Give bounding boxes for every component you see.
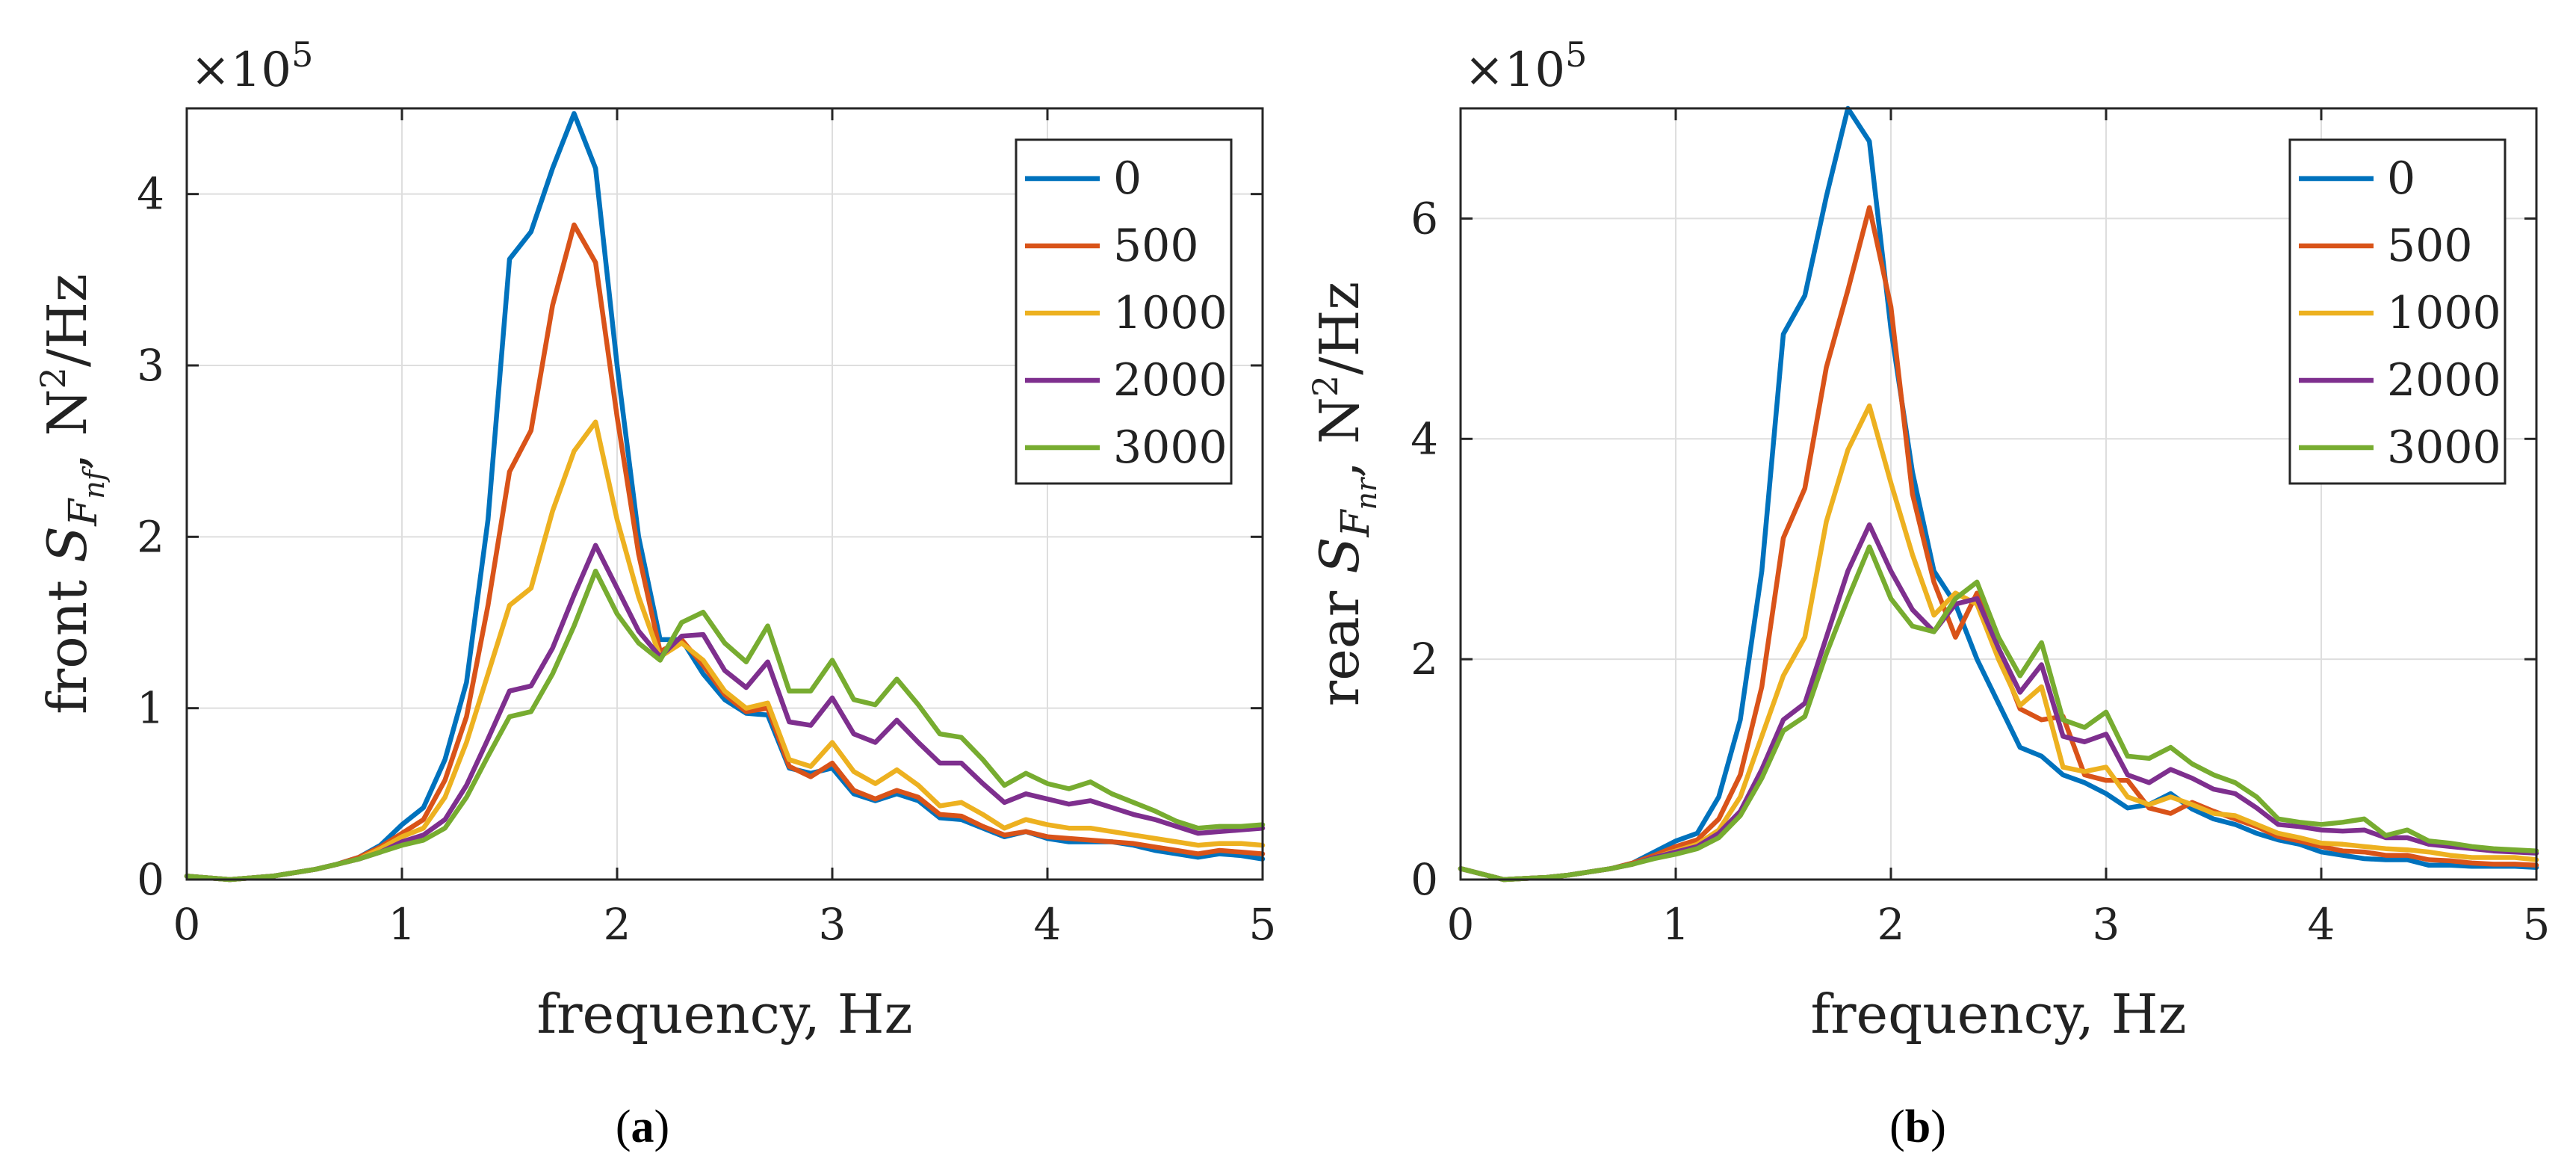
y-label-suffix: , N (1308, 397, 1371, 478)
caption-open: ( (616, 1102, 631, 1152)
caption-letter: b (1905, 1102, 1931, 1152)
y-label-unit: /Hz (36, 274, 99, 367)
panel-caption: (b) (1889, 1102, 1946, 1152)
x-tick-label: 4 (2308, 899, 2335, 950)
legend-label-0: 0 (2387, 152, 2415, 205)
x-tick-label: 0 (1447, 899, 1475, 950)
y-tick-label: 2 (137, 511, 164, 562)
x-tick-label: 2 (604, 899, 631, 950)
y-tick-label: 2 (1411, 634, 1438, 685)
x-axis-label: frequency, Hz (1810, 983, 2186, 1045)
x-tick-label: 3 (819, 899, 846, 950)
plot-area-frame (185, 107, 1264, 881)
y-tick-label: 4 (1411, 413, 1438, 464)
y-label-subsubscript: nf (78, 466, 111, 498)
y-tick-label: 6 (1411, 193, 1438, 244)
legend-label-1000: 1000 (1113, 287, 1227, 339)
exponent-power: 5 (1565, 34, 1587, 75)
exponent-label: ×105 (191, 34, 313, 98)
y-label-symbol: S (36, 526, 99, 563)
legend-label-2000: 2000 (2387, 354, 2501, 407)
panel-caption: (a) (616, 1102, 669, 1152)
y-label-symbol: S (1308, 537, 1371, 574)
caption-close: ) (654, 1102, 670, 1152)
y-tick-label: 3 (137, 340, 164, 391)
y-tick-label: 1 (137, 683, 164, 734)
plot-area-frame (1459, 107, 2538, 881)
y-tick-label: 0 (1411, 854, 1438, 905)
y-tick-label: 0 (137, 854, 164, 905)
legend-label-500: 500 (1113, 220, 1199, 272)
y-label-subsubscript: nr (1350, 476, 1383, 510)
y-tick-label: 4 (137, 169, 164, 220)
y-label-power: 2 (33, 367, 73, 389)
y-label-power: 2 (1305, 375, 1346, 397)
exponent-label: ×105 (1464, 34, 1587, 98)
x-tick-label: 1 (1662, 899, 1690, 950)
exponent-power: 5 (291, 34, 313, 75)
y-label-subscript: F (61, 498, 106, 527)
y-label-unit: /Hz (1308, 282, 1371, 375)
x-axis-label: frequency, Hz (536, 983, 912, 1045)
x-tick-label: 0 (173, 899, 201, 950)
legend-box (1015, 138, 1233, 485)
x-tick-label: 5 (1249, 899, 1277, 950)
series-line-3000 (184, 568, 1266, 883)
x-tick-label: 2 (1877, 899, 1905, 950)
legend-label-3000: 3000 (1113, 421, 1227, 474)
legend-label-1000: 1000 (2387, 287, 2501, 339)
y-label-subscript: F (1334, 509, 1378, 538)
legend-label-0: 0 (1113, 152, 1142, 205)
caption-letter: a (631, 1102, 654, 1152)
legend: 0 500 1000 2000 3000 (1015, 138, 1233, 485)
series-line-3000 (1458, 544, 2539, 883)
legend-label-2000: 2000 (1113, 354, 1227, 407)
caption-open: ( (1889, 1102, 1905, 1152)
x-tick-label: 4 (1034, 899, 1062, 950)
legend: 0 500 1000 2000 3000 (2288, 138, 2507, 485)
exponent-prefix: ×10 (191, 43, 291, 98)
y-label-suffix: , N (36, 389, 99, 470)
x-tick-label: 1 (388, 899, 416, 950)
legend-label-3000: 3000 (2387, 421, 2501, 474)
y-label-prefix: front (36, 563, 99, 714)
legend-label-500: 500 (2387, 220, 2473, 272)
x-tick-label: 3 (2093, 899, 2120, 950)
y-axis-label: front SFnf, N2/Hz (33, 274, 111, 714)
caption-close: ) (1931, 1102, 1946, 1152)
x-tick-label: 5 (2523, 899, 2551, 950)
y-label-prefix: rear (1308, 574, 1371, 706)
y-axis-label: rear SFnr, N2/Hz (1305, 282, 1383, 706)
exponent-prefix: ×10 (1464, 43, 1565, 98)
